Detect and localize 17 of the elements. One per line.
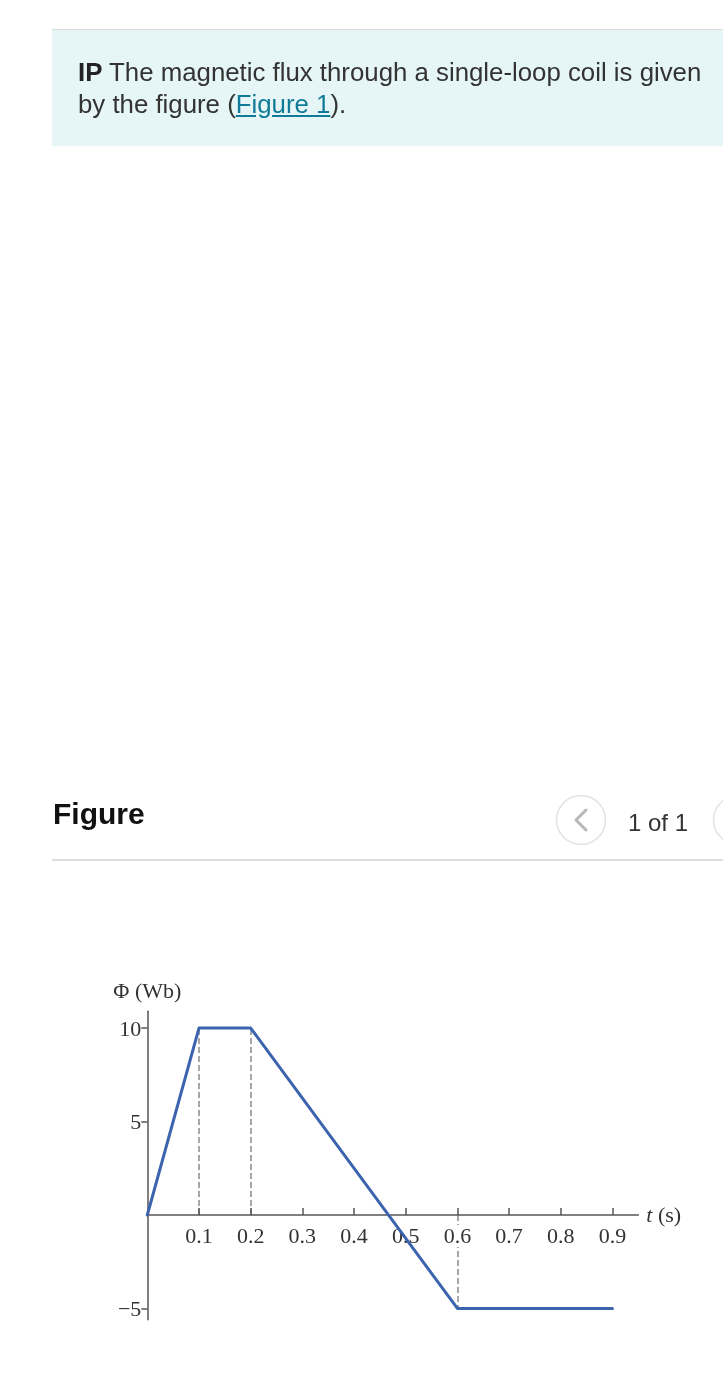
x-tick-label: 0.2 xyxy=(236,1223,265,1249)
x-tick-label: 0.9 xyxy=(598,1223,627,1249)
x-axis-title: t (s) xyxy=(646,1202,682,1228)
x-tick-label: 0.6 xyxy=(443,1223,472,1249)
y-axis-title: Φ (Wb) xyxy=(113,977,182,1003)
y-tick-label: 5 xyxy=(130,1109,142,1135)
x-tick-label: 0.3 xyxy=(288,1223,317,1249)
chart-subtitle: Figure xyxy=(53,796,145,832)
x-tick-label: 0.1 xyxy=(185,1223,213,1249)
text: 1 of 1 xyxy=(628,809,689,837)
y-tick-label: −5 xyxy=(117,1295,142,1321)
y-tick-label: 10 xyxy=(119,1015,142,1041)
x-tick-label: 0.8 xyxy=(547,1223,575,1249)
x-tick-label: 0.7 xyxy=(495,1223,523,1249)
shaded-panel: IP The magnetic flux through a single-loop coil is given by the figure (Figure 1). xyxy=(52,29,723,146)
x-tick-label: 0.4 xyxy=(340,1223,368,1249)
chart-title: IP The magnetic flux through a single-loop coil is given by the figure (Figure 1). xyxy=(78,57,703,120)
